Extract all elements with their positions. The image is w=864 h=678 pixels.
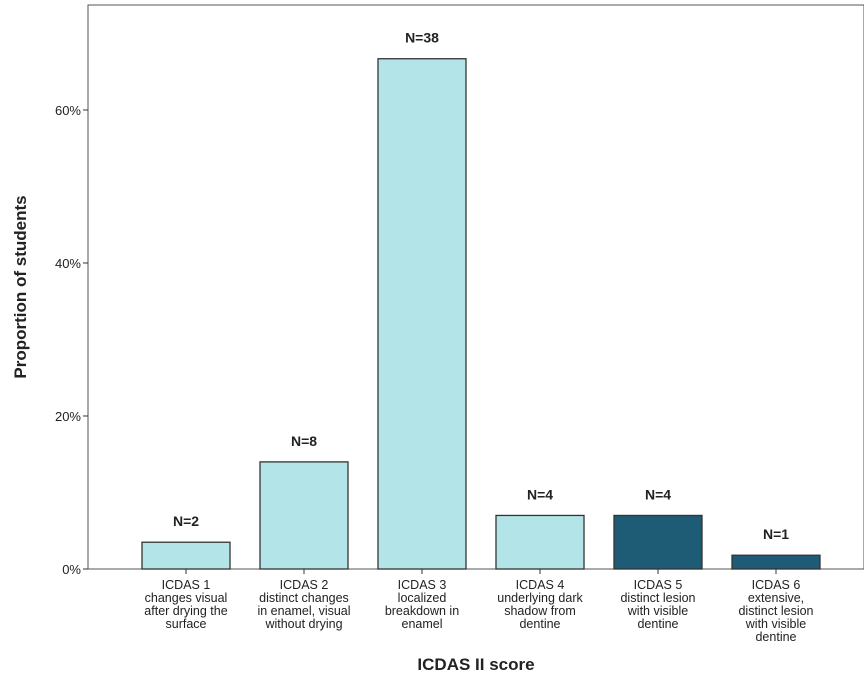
x-tick-label: ICDAS 1 changes visual after drying the sur…: [144, 578, 227, 631]
y-axis-title: Proportion of students: [11, 195, 30, 378]
data-label: N=4: [645, 486, 671, 502]
data-labels-group: N=2 N=8 N=38 N=4 N=4 N=1: [173, 30, 789, 542]
x-tick-label: ICDAS 2 distinct changes in enamel, visual…: [257, 578, 350, 631]
data-label: N=8: [291, 433, 317, 449]
x-tick-label: ICDAS 5 distinct lesion with visible dentin…: [620, 578, 695, 631]
bar: [613, 514, 703, 570]
bar: [141, 541, 231, 570]
y-tick-label: 0%: [62, 562, 81, 577]
y-tick-label: 20%: [55, 409, 81, 424]
data-label: N=1: [763, 526, 789, 542]
bar: [377, 58, 467, 570]
data-label: N=38: [405, 30, 439, 46]
bars-group: [141, 58, 821, 570]
y-tick-label: 60%: [55, 103, 81, 118]
bar: [259, 461, 349, 570]
x-tick-label: ICDAS 4 underlying dark shadow from dentine: [497, 578, 583, 631]
x-tick-label: ICDAS 3 localized breakdown in enamel: [385, 578, 459, 631]
x-axis-title: ICDAS II score: [417, 655, 534, 674]
data-label: N=4: [527, 486, 553, 502]
x-axis: ICDAS 1 changes visual after drying the sur…: [144, 569, 814, 644]
y-axis: 0% 20% 40% 60%: [55, 103, 88, 577]
x-tick-label: ICDAS 6 extensive, distinct lesion with vis…: [738, 578, 813, 644]
y-tick-label: 40%: [55, 256, 81, 271]
plot-frame: [87, 4, 864, 570]
bar: [731, 554, 821, 570]
bar: [495, 514, 585, 570]
data-label: N=2: [173, 513, 199, 529]
